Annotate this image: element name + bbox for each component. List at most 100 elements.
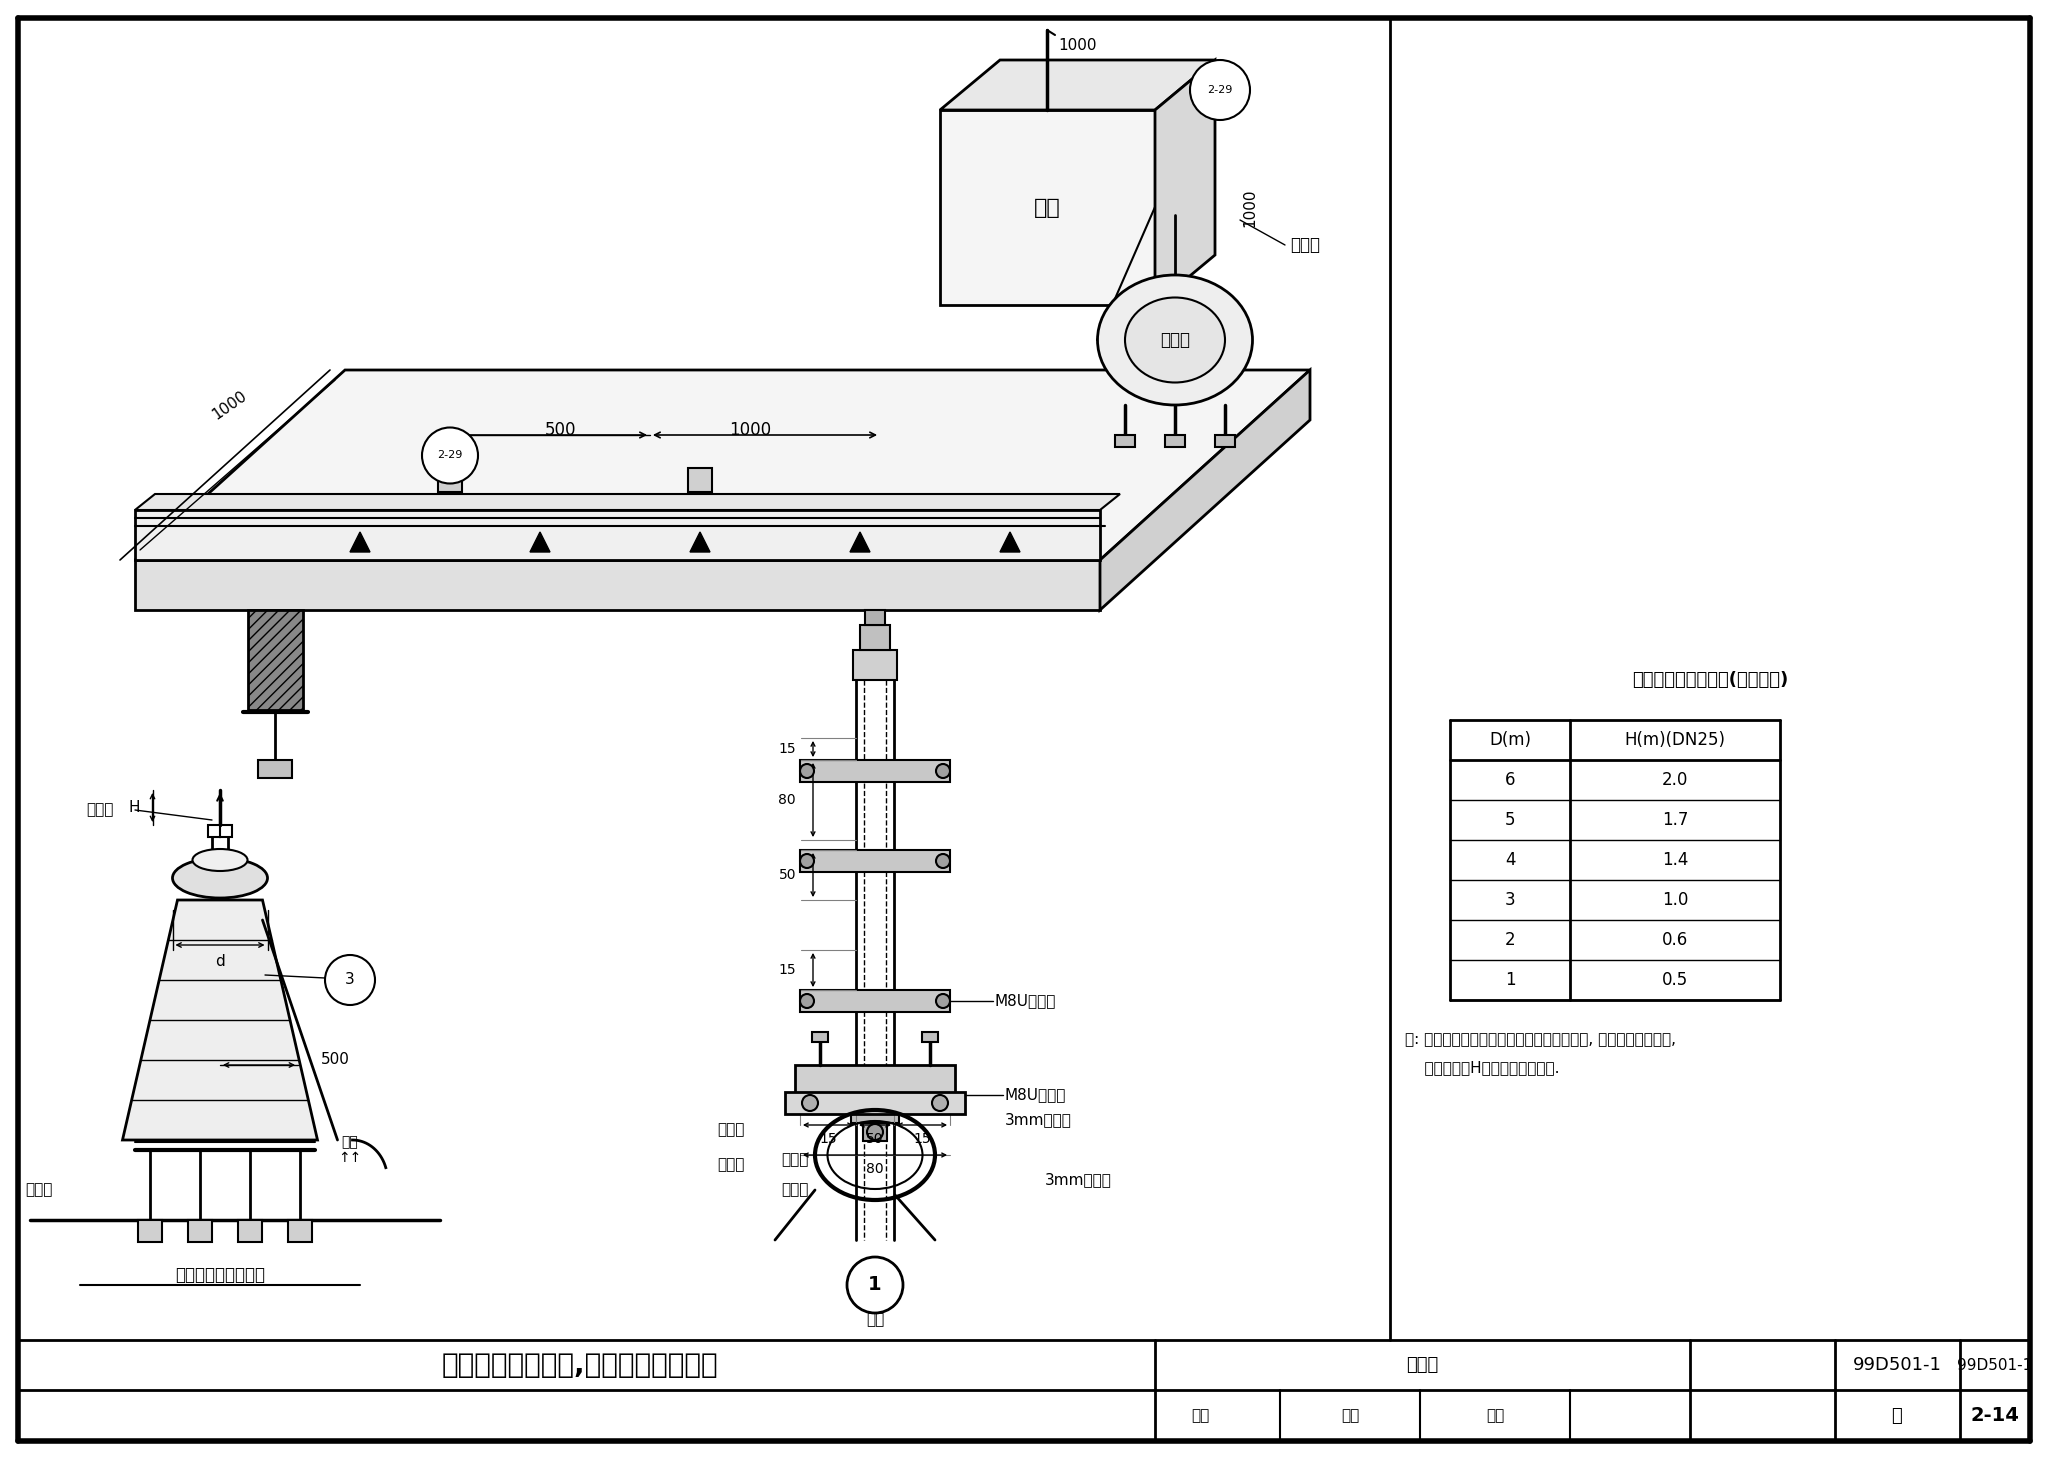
Bar — [784, 1091, 965, 1115]
Text: 500: 500 — [322, 1052, 350, 1068]
Text: 水箱: 水箱 — [1034, 197, 1061, 217]
Text: 避雷针: 避雷针 — [717, 1157, 745, 1173]
Polygon shape — [135, 560, 1100, 610]
Ellipse shape — [1124, 298, 1225, 382]
Text: 节点: 节点 — [866, 1313, 885, 1328]
Text: 50: 50 — [866, 1132, 885, 1145]
Text: D(m): D(m) — [1489, 731, 1532, 748]
Text: 1000: 1000 — [1243, 188, 1257, 226]
Polygon shape — [999, 533, 1020, 552]
Circle shape — [422, 427, 477, 483]
Text: 冷却塔避雷针选择表(仅供参考): 冷却塔避雷针选择表(仅供参考) — [1632, 671, 1788, 689]
Bar — [860, 624, 891, 651]
Bar — [688, 468, 713, 492]
Text: 避雷针高度H应根据滚球法校验.: 避雷针高度H应根据滚球法校验. — [1405, 1061, 1559, 1075]
Text: 2-29: 2-29 — [438, 451, 463, 461]
Circle shape — [866, 1123, 883, 1139]
Text: 6: 6 — [1505, 770, 1516, 789]
Bar — [289, 1220, 311, 1242]
Text: 焊接
↑↑: 焊接 ↑↑ — [338, 1135, 362, 1166]
Text: d: d — [215, 954, 225, 969]
Circle shape — [801, 765, 813, 778]
Text: 避雷带: 避雷带 — [25, 1182, 53, 1198]
Bar — [922, 1032, 938, 1042]
Text: 80: 80 — [778, 794, 797, 807]
Polygon shape — [135, 511, 1100, 560]
Polygon shape — [123, 900, 317, 1139]
Text: H: H — [129, 800, 139, 816]
Bar — [1165, 435, 1186, 446]
Text: 屋顶冷却塔防雷做法: 屋顶冷却塔防雷做法 — [174, 1266, 264, 1284]
Bar — [137, 1220, 162, 1242]
Bar — [795, 1065, 954, 1093]
Circle shape — [848, 1258, 903, 1313]
Text: 15: 15 — [913, 1132, 930, 1145]
Text: 2-14: 2-14 — [1970, 1406, 2019, 1425]
Text: 99D501-1: 99D501-1 — [1853, 1355, 1942, 1374]
Text: 铁皮梯: 铁皮梯 — [782, 1153, 809, 1167]
Text: 审图: 审图 — [1190, 1408, 1208, 1423]
Text: 0.6: 0.6 — [1661, 931, 1688, 948]
Polygon shape — [350, 533, 371, 552]
Text: 3: 3 — [346, 973, 354, 988]
Text: 99D501-1: 99D501-1 — [1958, 1357, 2032, 1373]
Text: 2: 2 — [1505, 931, 1516, 948]
Text: 避雷针: 避雷针 — [86, 802, 115, 817]
Text: 5: 5 — [1505, 811, 1516, 829]
Bar — [801, 991, 950, 1013]
Text: 1.4: 1.4 — [1661, 851, 1688, 870]
Bar — [825, 1080, 926, 1099]
Circle shape — [801, 854, 813, 868]
Bar — [438, 468, 463, 492]
Text: M8U型螺栓: M8U型螺栓 — [1006, 1087, 1067, 1103]
Bar — [238, 1220, 262, 1242]
Text: 80: 80 — [866, 1161, 885, 1176]
Circle shape — [936, 854, 950, 868]
Text: 冷却塔: 冷却塔 — [1159, 331, 1190, 349]
Text: 2-29: 2-29 — [1208, 85, 1233, 95]
Polygon shape — [135, 495, 1120, 511]
Text: H(m)(DN25): H(m)(DN25) — [1624, 731, 1726, 748]
Ellipse shape — [193, 849, 248, 871]
Text: 0.5: 0.5 — [1661, 972, 1688, 989]
Circle shape — [936, 994, 950, 1008]
Circle shape — [803, 1096, 817, 1110]
Text: M8U型螺栓: M8U型螺栓 — [995, 994, 1057, 1008]
Text: 设计: 设计 — [1487, 1408, 1503, 1423]
Bar — [801, 851, 950, 872]
Ellipse shape — [172, 858, 268, 897]
Circle shape — [326, 956, 375, 1005]
Bar — [258, 760, 293, 778]
Text: 3: 3 — [1505, 891, 1516, 909]
Bar — [188, 1220, 213, 1242]
Text: 避雷针: 避雷针 — [1290, 236, 1321, 254]
Bar — [1114, 435, 1135, 446]
Bar — [852, 1099, 899, 1123]
Polygon shape — [940, 109, 1155, 305]
Bar — [811, 1032, 827, 1042]
Bar — [1214, 435, 1235, 446]
Text: 注: 平屋顶上所有凸起的金属构筑物或管道等, 均应与避雷带连接,: 注: 平屋顶上所有凸起的金属构筑物或管道等, 均应与避雷带连接, — [1405, 1033, 1675, 1048]
Text: 15: 15 — [778, 743, 797, 756]
Text: 500: 500 — [545, 422, 575, 439]
Text: 1000: 1000 — [211, 388, 250, 422]
Bar — [854, 651, 897, 680]
Polygon shape — [940, 60, 1214, 109]
Polygon shape — [690, 533, 711, 552]
Bar — [248, 610, 303, 711]
Bar — [864, 610, 885, 624]
Text: 页: 页 — [1892, 1406, 1903, 1424]
Circle shape — [932, 1096, 948, 1110]
Text: 15: 15 — [819, 1132, 838, 1145]
Text: 1000: 1000 — [1059, 38, 1098, 53]
Circle shape — [801, 994, 813, 1008]
Text: 1.0: 1.0 — [1661, 891, 1688, 909]
Polygon shape — [135, 371, 1311, 560]
Polygon shape — [1100, 371, 1311, 610]
Text: 3mm厚钢板: 3mm厚钢板 — [1006, 1113, 1071, 1128]
Text: 1.7: 1.7 — [1661, 811, 1688, 829]
Text: 1000: 1000 — [729, 422, 770, 439]
Polygon shape — [850, 533, 870, 552]
Text: 3mm厚钢板: 3mm厚钢板 — [1044, 1173, 1112, 1188]
Text: 铁皮梯: 铁皮梯 — [717, 1122, 745, 1138]
